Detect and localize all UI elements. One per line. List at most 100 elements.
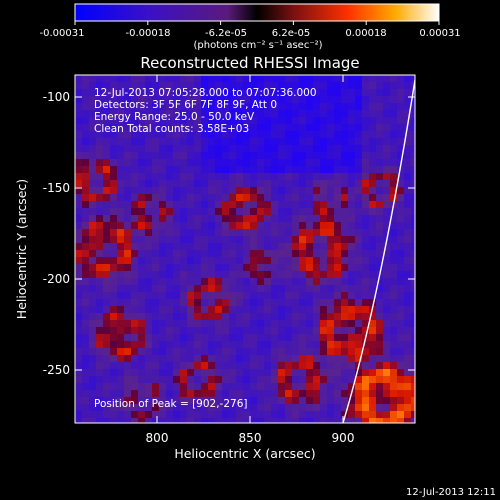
heatmap-pixel <box>187 96 194 103</box>
heatmap-pixel <box>131 152 138 159</box>
heatmap-pixel <box>278 355 285 362</box>
heatmap-pixel <box>299 362 306 369</box>
heatmap-pixel <box>96 159 103 166</box>
heatmap-pixel <box>397 152 404 159</box>
heatmap-pixel <box>96 313 103 320</box>
x-tick-label-0: 800 <box>146 431 169 445</box>
heatmap-pixel <box>278 103 285 110</box>
heatmap-pixel <box>131 411 138 418</box>
heatmap-pixel <box>166 117 173 124</box>
heatmap-pixel <box>306 180 313 187</box>
heatmap-pixel <box>208 397 215 404</box>
heatmap-pixel <box>152 257 159 264</box>
heatmap-pixel <box>334 411 341 418</box>
heatmap-pixel <box>327 355 334 362</box>
heatmap-pixel <box>355 103 362 110</box>
heatmap-pixel <box>250 383 257 390</box>
heatmap-pixel <box>390 180 397 187</box>
heatmap-pixel <box>362 166 369 173</box>
heatmap-pixel <box>313 292 320 299</box>
heatmap-pixel <box>257 103 264 110</box>
heatmap-pixel <box>222 103 229 110</box>
heatmap-pixel <box>89 341 96 348</box>
heatmap-pixel <box>397 348 404 355</box>
heatmap-pixel <box>292 348 299 355</box>
heatmap-pixel <box>397 390 404 397</box>
heatmap-pixel <box>201 117 208 124</box>
heatmap-pixel <box>264 418 271 423</box>
heatmap-pixel <box>180 376 187 383</box>
heatmap-pixel <box>285 82 292 89</box>
heatmap-pixel <box>145 152 152 159</box>
heatmap-pixel <box>257 320 264 327</box>
heatmap-pixel <box>124 201 131 208</box>
heatmap-pixel <box>313 131 320 138</box>
heatmap-pixel <box>341 89 348 96</box>
heatmap-pixel <box>348 215 355 222</box>
heatmap-pixel <box>131 229 138 236</box>
heatmap-pixel <box>369 376 376 383</box>
heatmap-pixel <box>110 292 117 299</box>
heatmap-pixel <box>152 236 159 243</box>
heatmap-pixel <box>271 418 278 423</box>
heatmap-pixel <box>369 355 376 362</box>
heatmap-pixel <box>292 418 299 423</box>
heatmap-pixel <box>229 152 236 159</box>
heatmap-pixel <box>250 110 257 117</box>
heatmap-pixel <box>96 285 103 292</box>
heatmap-pixel <box>96 173 103 180</box>
heatmap-pixel <box>341 362 348 369</box>
heatmap-pixel <box>264 75 271 82</box>
heatmap-pixel <box>159 341 166 348</box>
heatmap-pixel <box>327 292 334 299</box>
heatmap-pixel <box>376 404 383 411</box>
heatmap-pixel <box>334 117 341 124</box>
heatmap-pixel <box>362 341 369 348</box>
heatmap-pixel <box>404 215 411 222</box>
heatmap-pixel <box>369 278 376 285</box>
heatmap-pixel <box>208 362 215 369</box>
heatmap-pixel <box>222 271 229 278</box>
heatmap-pixel <box>131 75 138 82</box>
heatmap-pixel <box>117 271 124 278</box>
heatmap-pixel <box>208 348 215 355</box>
heatmap-pixel <box>75 96 82 103</box>
heatmap-pixel <box>201 236 208 243</box>
heatmap-pixel <box>404 376 411 383</box>
heatmap-pixel <box>194 138 201 145</box>
heatmap-pixel <box>320 355 327 362</box>
heatmap-pixel <box>341 320 348 327</box>
heatmap-pixel <box>145 404 152 411</box>
heatmap-pixel <box>299 341 306 348</box>
heatmap-pixel <box>82 264 89 271</box>
heatmap-pixel <box>194 103 201 110</box>
heatmap-pixel <box>327 103 334 110</box>
heatmap-pixel <box>390 397 397 404</box>
heatmap-pixel <box>404 278 411 285</box>
heatmap-pixel <box>145 257 152 264</box>
heatmap-pixel <box>243 180 250 187</box>
heatmap-pixel <box>397 411 404 418</box>
heatmap-pixel <box>257 278 264 285</box>
heatmap-pixel <box>110 152 117 159</box>
heatmap-pixel <box>285 145 292 152</box>
heatmap-pixel <box>383 124 390 131</box>
heatmap-pixel <box>75 334 82 341</box>
heatmap-pixel <box>362 82 369 89</box>
heatmap-pixel <box>264 320 271 327</box>
heatmap-pixel <box>173 229 180 236</box>
heatmap-pixel <box>397 285 404 292</box>
heatmap-pixel <box>369 264 376 271</box>
heatmap-pixel <box>313 397 320 404</box>
heatmap-pixel <box>334 334 341 341</box>
heatmap-pixel <box>327 236 334 243</box>
heatmap-pixel <box>348 334 355 341</box>
heatmap-pixel <box>187 187 194 194</box>
heatmap-pixel <box>271 397 278 404</box>
heatmap-pixel <box>376 222 383 229</box>
heatmap-pixel <box>201 131 208 138</box>
heatmap-pixel <box>131 208 138 215</box>
heatmap-pixel <box>320 82 327 89</box>
heatmap-pixel <box>278 271 285 278</box>
heatmap-pixel <box>96 278 103 285</box>
